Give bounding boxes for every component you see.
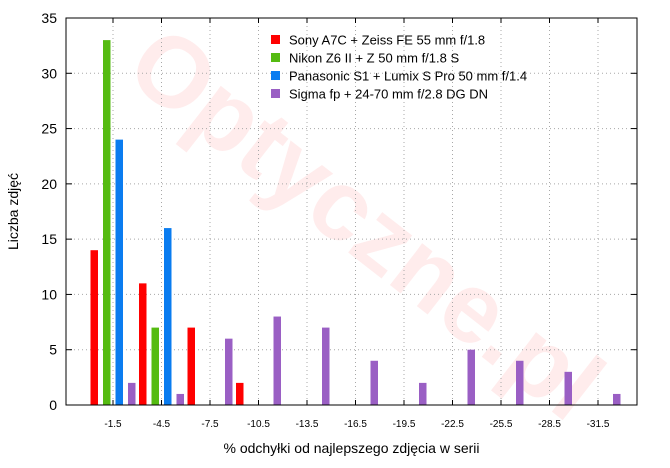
legend-swatch <box>271 53 280 62</box>
x-tick-label: -19.5 <box>393 419 416 430</box>
x-tick-label: -28.5 <box>538 419 561 430</box>
bar <box>187 327 195 405</box>
plot-frame <box>65 17 638 406</box>
x-tick-label: -1.5 <box>104 419 122 430</box>
y-tick-label: 0 <box>49 397 57 413</box>
x-tick-label: -4.5 <box>153 419 171 430</box>
bar <box>613 393 621 405</box>
bar <box>370 360 378 405</box>
x-axis-label: % odchyłki od najlepszego zdjęcia w seri… <box>223 440 479 456</box>
x-tick-label: -13.5 <box>296 419 319 430</box>
bar <box>128 382 136 405</box>
legend-label: Nikon Z6 II + Z 50 mm f/1.8 S <box>289 51 459 66</box>
y-tick-label: 25 <box>41 121 57 137</box>
bar <box>516 360 524 405</box>
x-tick-label: -31.5 <box>587 419 610 430</box>
bar <box>176 393 184 405</box>
x-tick-label: -16.5 <box>344 419 367 430</box>
bar <box>90 250 98 405</box>
bar <box>273 316 281 405</box>
y-tick-label: 35 <box>41 10 57 26</box>
y-axis-label: Liczba zdjęć <box>5 173 21 250</box>
bar <box>225 338 233 405</box>
bar <box>564 371 572 405</box>
grid <box>66 18 637 405</box>
x-tick-label: -25.5 <box>490 419 513 430</box>
x-tick-label: -7.5 <box>201 419 219 430</box>
y-tick-label: 20 <box>41 176 57 192</box>
bar <box>322 327 330 405</box>
bar <box>151 327 159 405</box>
bar <box>115 139 123 405</box>
bars <box>90 40 621 405</box>
bar <box>236 382 244 405</box>
legend: Sony A7C + Zeiss FE 55 mm f/1.8 Nikon Z6 … <box>271 33 527 102</box>
y-tick-label: 5 <box>49 342 57 358</box>
bar <box>103 40 111 405</box>
x-tick-label: -10.5 <box>247 419 270 430</box>
legend-swatch <box>271 35 280 44</box>
axis-ticks: 0 5 10 15 20 25 30 35 -1.5 -4.5 -7.5 -10.5 -13.5 -16.… <box>41 10 637 430</box>
x-tick-label: -22.5 <box>441 419 464 430</box>
bar <box>419 382 427 405</box>
legend-label: Sigma fp + 24-70 mm f/2.8 DG DN <box>289 87 488 102</box>
bar <box>164 228 172 405</box>
legend-swatch <box>271 89 280 98</box>
bar <box>467 349 475 405</box>
bar <box>139 283 147 405</box>
y-tick-label: 10 <box>41 286 57 302</box>
y-tick-label: 15 <box>41 231 57 247</box>
legend-label: Sony A7C + Zeiss FE 55 mm f/1.8 <box>289 33 485 48</box>
y-tick-label: 30 <box>41 65 57 81</box>
legend-label: Panasonic S1 + Lumix S Pro 50 mm f/1.4 <box>289 69 527 84</box>
legend-swatch <box>271 71 280 80</box>
